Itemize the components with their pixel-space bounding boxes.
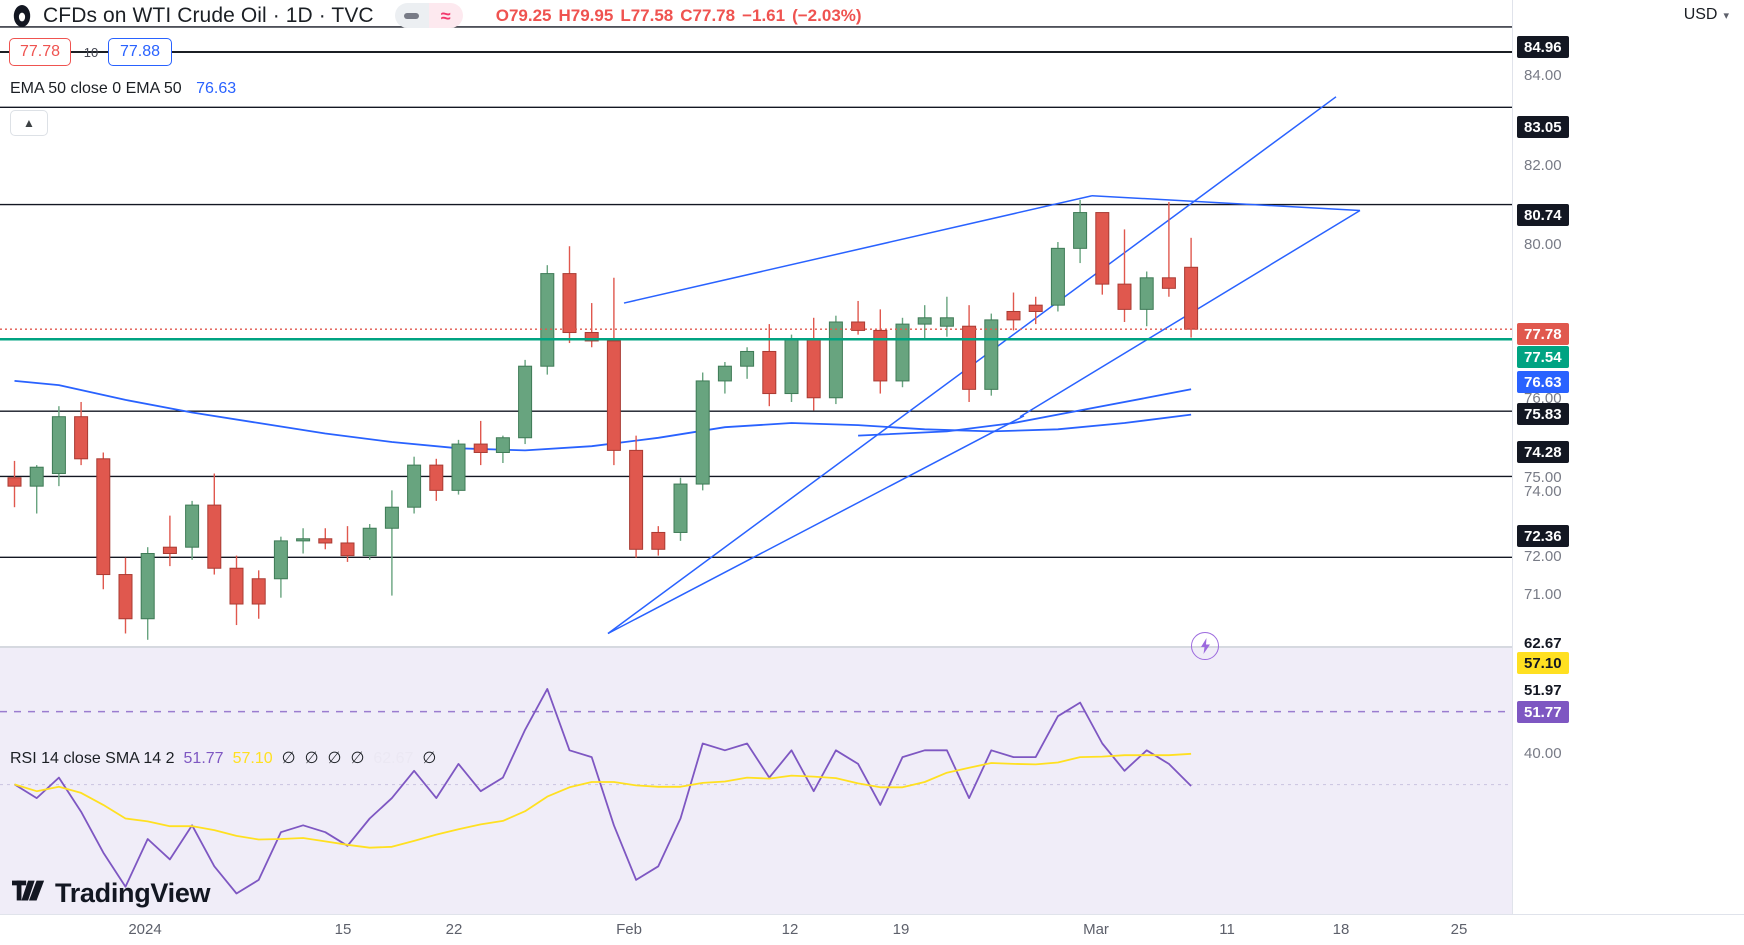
watermark-text: TradingView <box>55 878 211 908</box>
tradingview-watermark: TradingView <box>12 878 211 909</box>
time-axis-label: 22 <box>445 921 463 938</box>
axis-price-tag: 75.83 <box>1517 403 1569 425</box>
axis-price-tag: 71.00 <box>1524 585 1562 603</box>
time-axis-label: Mar <box>1083 921 1109 938</box>
order-line-rule <box>0 51 1512 53</box>
symbol-title[interactable]: CFDs on WTI Crude Oil · 1D · TVC <box>43 3 374 27</box>
axis-price-tag: 84.96 <box>1517 36 1569 58</box>
rsi-plot-layer <box>0 688 1512 895</box>
time-axis-label: 25 <box>1450 921 1468 938</box>
rsi-sma-value: 57.10 <box>232 750 273 767</box>
chart-style-toggle[interactable]: ≈ <box>394 3 463 28</box>
axis-price-tag: 72.36 <box>1517 525 1569 547</box>
rsi-pane[interactable] <box>0 646 1512 914</box>
axis-price-tag: 77.78 <box>1517 323 1569 345</box>
rsi-na-5: ∅ <box>422 750 437 767</box>
open-value: O79.25 <box>495 5 552 25</box>
low-value: L77.58 <box>620 5 674 25</box>
bar-style-icon[interactable] <box>394 3 429 28</box>
time-axis-label: 12 <box>781 921 799 938</box>
time-axis-label: 2024 <box>128 921 162 938</box>
chevron-up-icon: ▲ <box>23 116 35 130</box>
time-axis-label: Feb <box>616 921 642 938</box>
axis-price-tag: 75.00 <box>1524 468 1562 486</box>
buy-price-chip[interactable]: 77.88 <box>108 38 172 66</box>
time-axis-label: 15 <box>334 921 352 938</box>
order-line-group[interactable]: 77.78 10 77.88 <box>0 38 1512 66</box>
price-axis[interactable]: 84.9684.0083.0582.0080.7480.0079.0077.78… <box>1512 0 1744 914</box>
axis-price-tag: 74.00 <box>1524 482 1562 500</box>
rsi-na-1: ∅ <box>281 750 296 767</box>
high-value: H79.95 <box>558 5 614 25</box>
rsi-na-3: ∅ <box>327 750 342 767</box>
axis-price-tag: 62.67 <box>1517 632 1569 654</box>
axis-price-tag: 40.00 <box>1524 744 1562 762</box>
axis-price-tag: 76.00 <box>1524 389 1562 407</box>
sell-price-chip[interactable]: 77.78 <box>9 38 71 66</box>
ema-legend[interactable]: EMA 50 close 0 EMA 50 76.63 <box>10 80 236 98</box>
currency-selector[interactable]: USD ▾ <box>1675 3 1738 27</box>
ohlc-values: O79.25 H79.95 L77.58 C77.78 −1.61 (−2.03… <box>496 6 862 26</box>
rsi-legend[interactable]: RSI 14 close SMA 14 2 51.77 57.10 ∅ ∅ ∅ … <box>10 748 436 768</box>
order-quantity-chip[interactable]: 10 <box>83 44 99 60</box>
change-value: −1.61 <box>742 5 786 25</box>
time-axis-label: 18 <box>1332 921 1350 938</box>
axis-price-tag: 77.54 <box>1517 346 1569 368</box>
axis-price-tag: 51.97 <box>1517 679 1569 701</box>
ema-legend-value: 76.63 <box>196 80 237 97</box>
rsi-legend-title: RSI 14 close SMA 14 2 <box>10 750 175 767</box>
chevron-down-icon: ▾ <box>1723 9 1729 22</box>
symbol-legend: CFDs on WTI Crude Oil · 1D · TVC ≈ O79.2… <box>10 3 862 28</box>
currency-label: USD <box>1683 6 1718 23</box>
axis-price-tag: 84.00 <box>1524 66 1562 84</box>
rsi-na-2: ∅ <box>304 750 319 767</box>
change-percent-value: (−2.03%) <box>792 5 862 25</box>
tradingview-logo-icon <box>12 878 46 909</box>
tradingview-drop-icon <box>10 4 34 28</box>
close-value: C77.78 <box>680 5 736 25</box>
wave-style-icon[interactable]: ≈ <box>428 3 463 28</box>
collapse-legend-button[interactable]: ▲ <box>10 110 48 136</box>
price-candles-layer <box>0 26 1512 640</box>
axis-price-tag: 82.00 <box>1524 156 1562 174</box>
price-pane[interactable] <box>0 0 1512 644</box>
axis-price-tag: 83.05 <box>1517 116 1569 138</box>
rsi-faint-value: 62.67 <box>373 750 414 767</box>
rsi-value: 51.77 <box>183 750 224 767</box>
rsi-na-4: ∅ <box>350 750 365 767</box>
time-axis[interactable]: 2024 15 22 Feb 12 19 Mar 11 18 25 <box>0 914 1744 945</box>
axis-price-tag: 74.28 <box>1517 441 1569 463</box>
time-axis-label: 11 <box>1219 921 1235 938</box>
time-axis-label: 19 <box>892 921 910 938</box>
ema-legend-title: EMA 50 close 0 EMA 50 <box>10 80 182 97</box>
axis-price-tag: 51.77 <box>1517 701 1569 723</box>
axis-price-tag: 57.10 <box>1517 652 1569 674</box>
axis-price-tag: 76.63 <box>1517 371 1569 393</box>
lightning-alert-icon[interactable] <box>1191 632 1219 660</box>
axis-price-tag: 80.74 <box>1517 204 1569 226</box>
axis-price-tag: 72.00 <box>1524 547 1562 565</box>
axis-price-tag: 80.00 <box>1524 235 1562 253</box>
